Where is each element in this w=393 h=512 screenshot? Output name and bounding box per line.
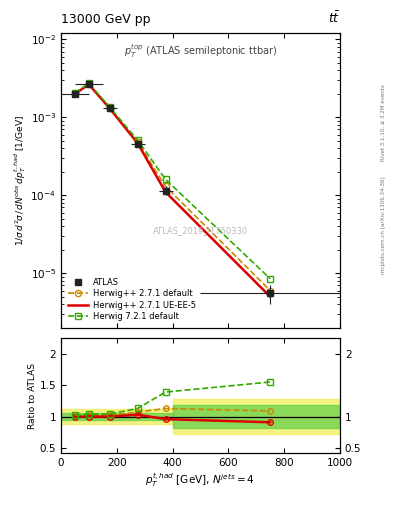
Y-axis label: Ratio to ATLAS: Ratio to ATLAS <box>28 362 37 429</box>
Text: $t\bar{t}$: $t\bar{t}$ <box>328 10 340 26</box>
Legend: ATLAS, Herwig++ 2.7.1 default, Herwig++ 2.7.1 UE-EE-5, Herwig 7.2.1 default: ATLAS, Herwig++ 2.7.1 default, Herwig++ … <box>65 275 198 324</box>
Text: mcplots.cern.ch [arXiv:1306.34-36]: mcplots.cern.ch [arXiv:1306.34-36] <box>381 177 386 274</box>
Text: $p_T^{top}$ (ATLAS semileptonic ttbar): $p_T^{top}$ (ATLAS semileptonic ttbar) <box>124 42 277 60</box>
Text: 13000 GeV pp: 13000 GeV pp <box>61 13 151 26</box>
Text: ATLAS_2019_I1750330: ATLAS_2019_I1750330 <box>153 226 248 235</box>
X-axis label: $p_T^{t,had}$ [GeV], $N^{jets} = 4$: $p_T^{t,had}$ [GeV], $N^{jets} = 4$ <box>145 472 255 489</box>
Text: Rivet 3.1.10, ≥ 3.2M events: Rivet 3.1.10, ≥ 3.2M events <box>381 84 386 161</box>
Y-axis label: $1 / \sigma\, d^2\!\sigma\, /\, dN^{obs}\, dp_T^{t,had}$ [1/GeV]: $1 / \sigma\, d^2\!\sigma\, /\, dN^{obs}… <box>12 115 28 246</box>
